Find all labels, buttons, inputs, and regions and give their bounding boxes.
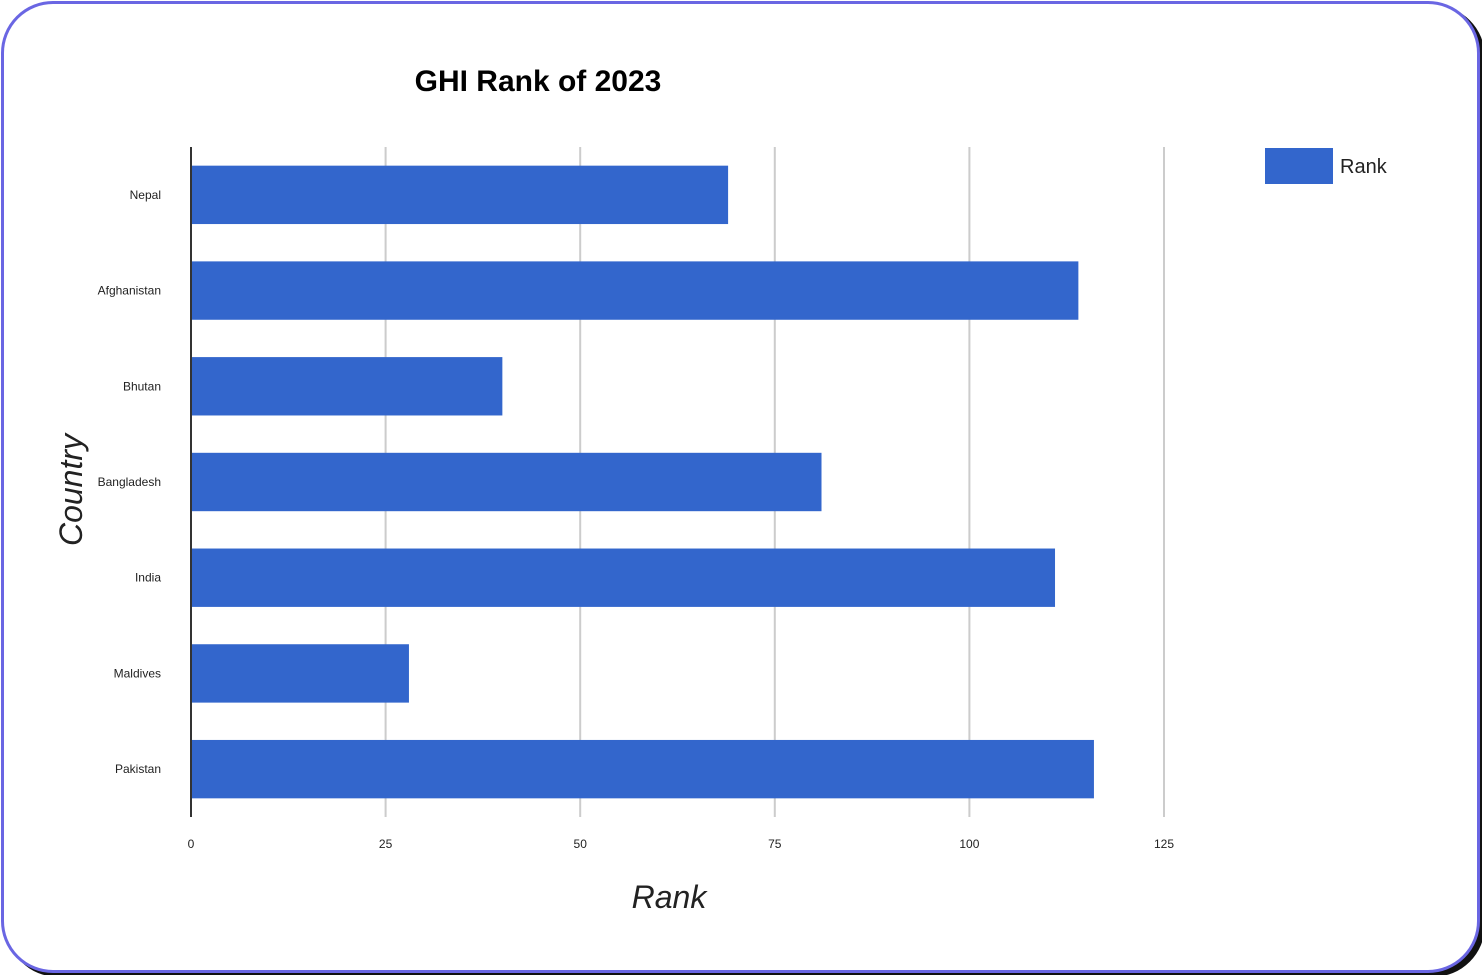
category-label: Pakistan <box>115 762 161 776</box>
bar-bhutan <box>191 357 503 416</box>
x-tick-label: 100 <box>959 837 979 851</box>
x-tick-label: 50 <box>574 837 588 851</box>
x-tick-label: 125 <box>1154 837 1174 851</box>
x-axis-title: Rank <box>632 879 709 915</box>
category-label: Nepal <box>130 188 161 202</box>
x-tick-label: 25 <box>379 837 393 851</box>
x-tick-labels: 0 25 50 75 100 125 <box>188 837 1175 851</box>
legend-label: Rank <box>1340 156 1388 178</box>
bar-maldives <box>191 644 409 703</box>
bar-india <box>191 548 1056 607</box>
category-label: Bhutan <box>123 379 161 393</box>
bar-afghanistan <box>191 261 1079 320</box>
x-tick-label: 0 <box>188 837 195 851</box>
y-axis-title: Country <box>53 432 89 546</box>
chart-title: GHI Rank of 2023 <box>415 65 662 98</box>
category-label: India <box>135 571 161 585</box>
x-tick-label: 75 <box>768 837 782 851</box>
legend-swatch <box>1265 148 1333 184</box>
category-labels: Nepal Afghanistan Bhutan Bangladesh India Mal… <box>98 188 162 776</box>
bars <box>191 165 1094 799</box>
category-label: Maldives <box>114 666 161 680</box>
category-label: Afghanistan <box>98 284 161 298</box>
bar-bangladesh <box>191 452 822 512</box>
category-label: Bangladesh <box>98 475 161 489</box>
bar-nepal <box>191 165 729 225</box>
bar-pakistan <box>191 739 1094 799</box>
legend: Rank <box>1265 148 1388 184</box>
